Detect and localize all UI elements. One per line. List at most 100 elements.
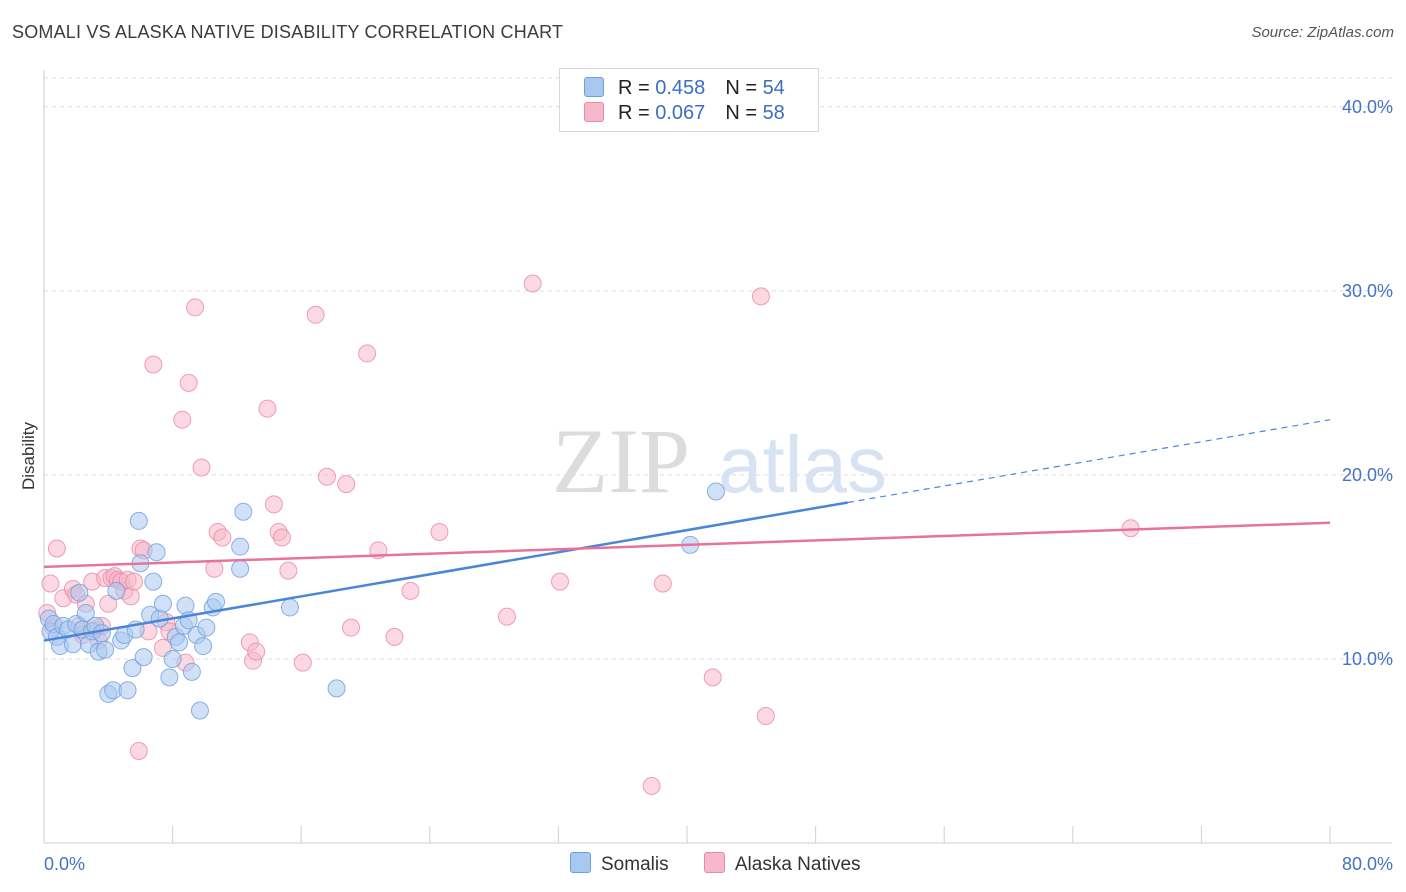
somalis-point <box>234 502 253 521</box>
y-tick-label: 30.0% <box>1342 281 1393 301</box>
somalis-point <box>176 596 195 615</box>
alaska-natives-point <box>430 522 449 541</box>
trend-lines <box>43 419 1331 642</box>
alaska-natives-point <box>272 528 291 547</box>
watermark: ZIP atlas <box>552 410 887 512</box>
alaska-natives-point <box>205 559 224 578</box>
tick-labels: 10.0% 20.0% 30.0% 40.0% 0.0% 80.0% <box>44 97 1393 874</box>
legend-row-somalis: R = 0.458 N = 54 <box>584 77 785 101</box>
alaska-natives-point <box>401 581 420 600</box>
alaska-natives-point <box>342 618 361 637</box>
somalis-point <box>70 583 89 602</box>
alaska-natives-point <box>125 572 144 591</box>
somalis-point <box>170 633 189 652</box>
legend-n-label: N = <box>725 102 763 124</box>
series-swatch-somalis <box>570 852 591 873</box>
alaska-natives-point <box>99 594 118 613</box>
alaska-natives-point <box>653 574 672 593</box>
legend-n-value: 54 <box>762 77 785 99</box>
y-tick-label: 40.0% <box>1342 97 1393 117</box>
watermark-atlas: atlas <box>718 420 887 509</box>
alaska-natives-point <box>144 355 163 374</box>
y-tick-label: 10.0% <box>1342 649 1393 669</box>
alaska-natives-point <box>186 298 205 317</box>
series-legend: Somalis Alaska Natives <box>570 852 891 876</box>
legend-swatch-alaska-natives <box>584 102 604 122</box>
alaska-natives-point <box>179 373 198 392</box>
alaska-natives-point <box>279 561 298 580</box>
somalis-point <box>118 681 137 700</box>
alaska-natives-point <box>337 475 356 494</box>
alaska-natives-point <box>703 668 722 687</box>
somalis-point <box>96 640 115 659</box>
alaska-natives-points <box>38 274 1140 795</box>
somalis-point <box>231 559 250 578</box>
somalis-point <box>327 679 346 698</box>
somalis-points <box>39 482 725 720</box>
alaska-natives-point <box>247 642 266 661</box>
alaska-natives-point <box>523 274 542 293</box>
alaska-natives-point <box>358 344 377 363</box>
watermark-zip: ZIP <box>552 410 690 512</box>
alaska-natives-point <box>129 741 148 760</box>
somalis-point <box>197 618 216 637</box>
somalis-point <box>280 598 299 617</box>
somalis-point <box>134 648 153 667</box>
axes <box>43 70 1392 844</box>
legend-r-value: 0.458 <box>655 77 706 99</box>
somalis-point <box>107 581 126 600</box>
legend-r-label: R = <box>618 77 656 99</box>
alaska-natives-point <box>293 653 312 672</box>
alaska-natives-point <box>551 572 570 591</box>
alaska-natives-point <box>258 399 277 418</box>
somalis-trend-line <box>43 501 848 642</box>
stats-legend: R = 0.458 N = 54 R = 0.067 N = 58 <box>559 68 819 132</box>
alaska-natives-point <box>317 467 336 486</box>
somalis-point <box>231 537 250 556</box>
somalis-point <box>147 543 166 562</box>
chart-source: Source: ZipAtlas.com <box>1251 24 1394 41</box>
somalis-point <box>182 662 201 681</box>
alaska-natives-point <box>497 607 516 626</box>
x-tick-label-max: 80.0% <box>1342 854 1393 874</box>
series-swatch-alaska-natives <box>703 852 725 873</box>
legend-r-label: R = <box>618 102 656 124</box>
somalis-point <box>163 649 182 668</box>
alaska-natives-point <box>306 305 325 324</box>
y-tick-label: 20.0% <box>1342 465 1393 485</box>
alaska-natives-point <box>264 495 283 514</box>
somalis-point <box>144 572 163 591</box>
somalis-point <box>123 659 142 678</box>
somalis-point <box>194 637 213 656</box>
series-legend-alaska-natives[interactable]: Alaska Natives <box>703 852 861 876</box>
series-label-alaska-natives: Alaska Natives <box>734 854 861 875</box>
somalis-point <box>63 635 82 654</box>
y-axis-label: Disability <box>19 421 38 490</box>
chart-title: SOMALI VS ALASKA NATIVE DISABILITY CORRE… <box>12 22 564 42</box>
alaska-natives-point <box>642 776 661 795</box>
somalis-point <box>76 603 95 622</box>
legend-r-value: 0.067 <box>655 102 706 124</box>
alaska-natives-point <box>192 458 211 477</box>
alaska-natives-point <box>213 528 232 547</box>
alaska-natives-point <box>47 539 66 558</box>
somalis-point <box>160 668 179 687</box>
legend-n-value: 58 <box>762 102 785 124</box>
somalis-point <box>129 511 148 530</box>
alaska-natives-point <box>385 627 404 646</box>
somalis-point <box>190 701 209 720</box>
alaska-natives-point <box>173 410 192 429</box>
series-legend-somalis[interactable]: Somalis <box>570 852 669 876</box>
alaska-natives-point <box>751 287 770 306</box>
somalis-point <box>207 592 226 611</box>
legend-swatch-somalis <box>584 77 604 97</box>
alaska-natives-trend-line <box>43 521 1331 569</box>
alaska-natives-point <box>756 707 775 726</box>
somalis-trend-extension <box>847 419 1331 504</box>
legend-n-label: N = <box>725 77 763 99</box>
somalis-point <box>92 624 111 643</box>
somalis-point <box>706 482 725 501</box>
legend-row-alaska-natives: R = 0.067 N = 58 <box>584 102 785 126</box>
alaska-natives-point <box>41 574 60 593</box>
